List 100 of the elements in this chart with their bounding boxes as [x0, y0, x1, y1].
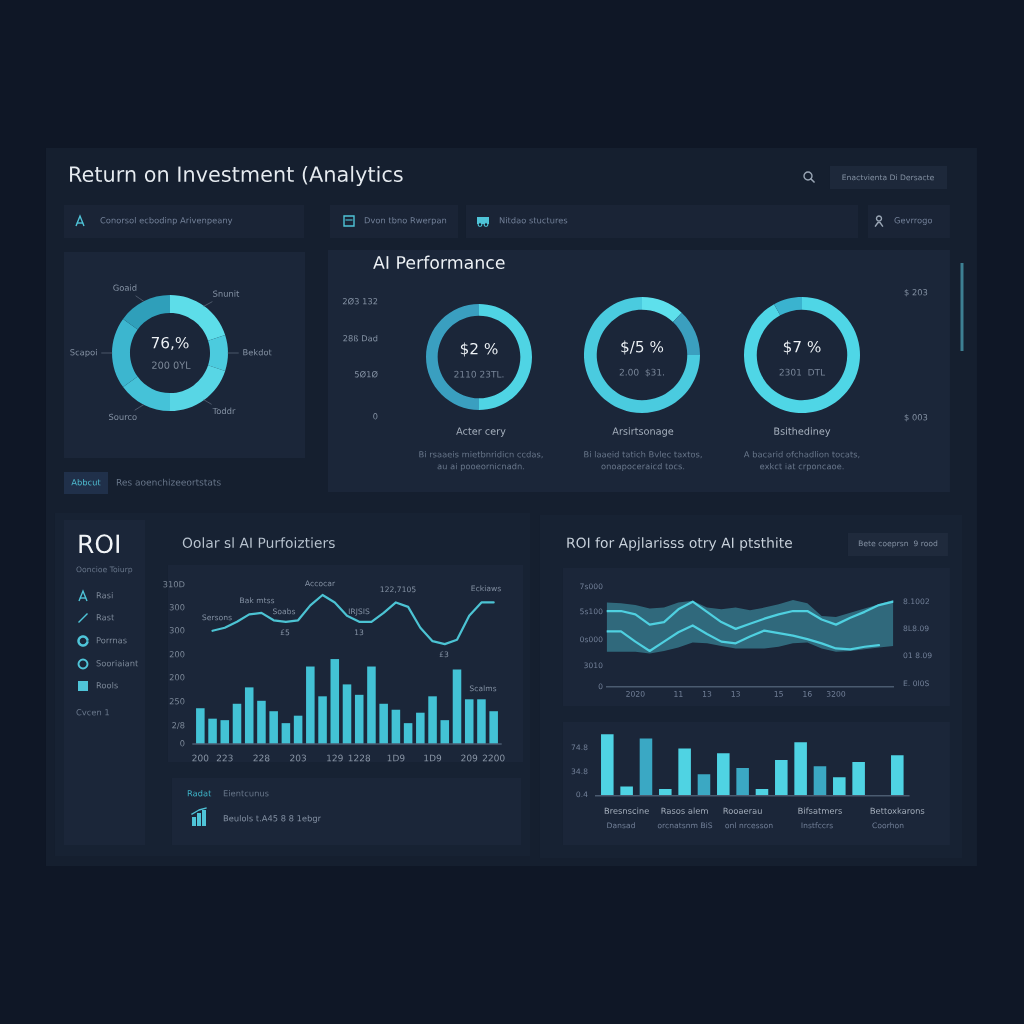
x-tick-label: 200 [192, 754, 209, 762]
slice-label: Goaid [113, 284, 137, 291]
bar [428, 696, 437, 744]
text: Nitdao stuctures [499, 216, 568, 224]
bar [833, 777, 846, 796]
x-tick-label: 1228 [348, 754, 371, 762]
text: Bsithediney [774, 427, 831, 437]
bar [244, 687, 254, 744]
text: Rasi [96, 591, 113, 599]
bar [639, 738, 653, 796]
bar [416, 712, 425, 744]
text: 76,% [151, 336, 189, 350]
text: Bi rsaaeis mietbnridicn ccdas, au ai pooeornicnadn. [419, 451, 543, 471]
bar [318, 696, 327, 744]
text: 2110 23TL. [454, 370, 504, 378]
text: Sooriaiant [96, 659, 139, 667]
bar [440, 720, 450, 744]
bar [736, 768, 749, 796]
bar [891, 755, 904, 796]
bar [342, 684, 352, 744]
x-tick-label: Rasos alem [661, 807, 708, 814]
x-tick-label: Bettoxkarons [870, 807, 925, 814]
x-tick-label: 209 [461, 754, 478, 762]
text: Porrnas [96, 637, 127, 644]
text: 300 [169, 604, 185, 611]
x-tick-label: 228 [253, 754, 270, 762]
text: AI Performance [373, 255, 505, 270]
slice-label: Scapoi [70, 348, 97, 358]
text: Radat [187, 789, 212, 797]
text: A bacarid ofchadlion tocats, exkct iat crponcaoe. [743, 451, 860, 471]
bar [281, 723, 291, 744]
bar [196, 708, 205, 744]
text: 2/8 [172, 722, 185, 730]
text: 200 0YL [152, 361, 191, 369]
x-tick-label: 2200 [482, 754, 505, 762]
bar [220, 720, 230, 744]
text: 300 [169, 627, 185, 634]
text: 250 [169, 698, 185, 705]
bar [208, 718, 217, 744]
bar [717, 753, 730, 796]
text: Rast [96, 614, 115, 621]
text: 0 [180, 740, 185, 747]
donut-slice [774, 297, 802, 316]
text: 5Ø1Ø [354, 370, 378, 378]
bar [257, 700, 266, 744]
text: $7 % [783, 340, 821, 355]
text: Arsirtsonage [612, 427, 674, 437]
donut-slice [123, 295, 170, 330]
bar [601, 734, 614, 796]
x-tick-label: 1D9 [387, 754, 405, 762]
bar [775, 760, 788, 796]
bar [794, 742, 807, 796]
bar [489, 711, 498, 744]
text: $ 003 [904, 413, 928, 422]
bar [620, 786, 633, 796]
text: Eientcunus [223, 789, 269, 797]
text: Gevrrogo [894, 217, 933, 226]
x-tick-label: 1D9 [424, 754, 442, 762]
slice-label: Snunit [213, 290, 240, 297]
slice-label: Sourco [109, 413, 137, 421]
donut-slice [744, 297, 860, 413]
donut-slice [642, 297, 682, 323]
bar [306, 666, 315, 744]
donut-slice [426, 304, 479, 410]
x-tick-label: 129 [327, 754, 343, 762]
text: 310D [163, 581, 185, 588]
bar [367, 666, 376, 744]
bar [464, 699, 474, 744]
bar [813, 766, 827, 796]
text: 2301 DTL [779, 368, 826, 376]
text: Cvcen 1 [76, 709, 109, 716]
chart-title: ROI for Apjlarisss otry AI ptsthite [567, 537, 792, 551]
text: Acter cery [456, 427, 506, 437]
text: 200 [169, 651, 185, 658]
text: Dvon tbno Rwerpan [364, 216, 447, 226]
text: Bi laaeid tatich Bvlec taxtos, onoapoceraicd tocs. [584, 451, 702, 471]
text: 200 [169, 674, 185, 681]
text: $ 203 [904, 288, 928, 297]
bar [403, 723, 413, 744]
x-tick-label: Bifsatmers [798, 807, 842, 814]
bar [391, 709, 401, 744]
x-tick-label: Rooaerau [723, 807, 762, 814]
text: Beulols t.A45 8 8 1ebgr [223, 814, 322, 824]
bar [678, 748, 691, 796]
slice-label: Bekdot [243, 348, 272, 356]
donut-slice [479, 304, 532, 410]
text: Res aoenchizeeortstats [116, 478, 221, 486]
bar [452, 669, 462, 744]
text: Conorsol ecbodinp Arivenpeany [100, 216, 233, 226]
text: Rools [96, 681, 118, 689]
bar [697, 774, 711, 796]
slice-label: Toddr [212, 407, 236, 415]
text: Abbcut [71, 478, 101, 486]
bar [269, 711, 278, 744]
x-tick-label: 203 [290, 754, 306, 762]
x-tick-label: 223 [216, 754, 233, 762]
bar [659, 788, 672, 796]
bar [232, 703, 242, 744]
bar [330, 659, 340, 744]
text: ROI [79, 534, 119, 554]
